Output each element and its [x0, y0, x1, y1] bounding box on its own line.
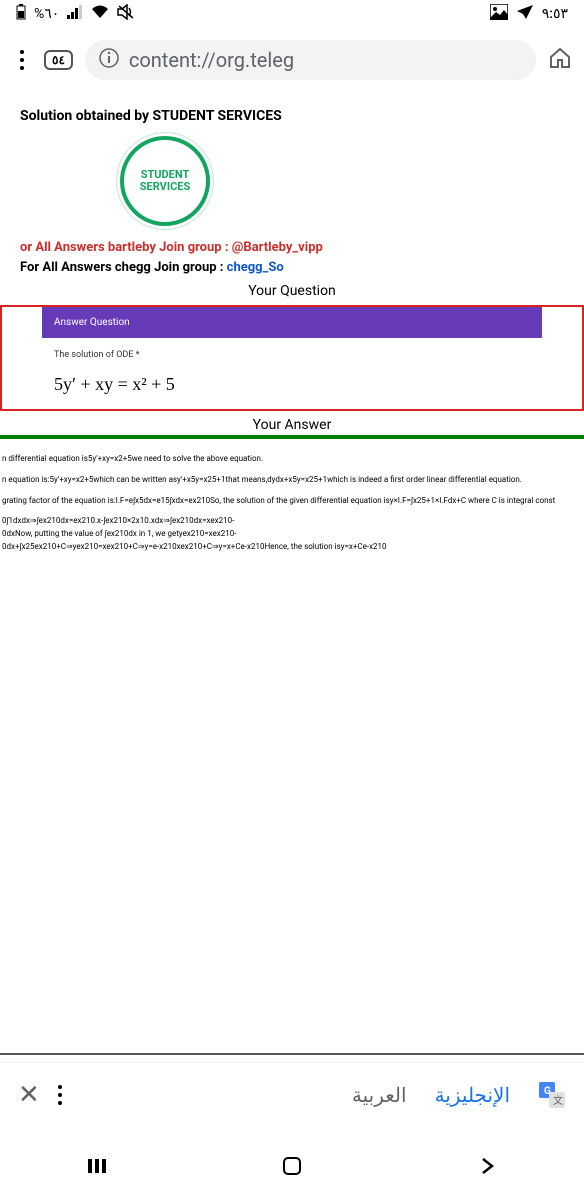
page-title: Solution obtained by STUDENT SERVICES	[20, 108, 564, 124]
translate-menu-button[interactable]	[58, 1085, 62, 1105]
mute-icon	[117, 4, 135, 24]
question-heading: Your Question	[20, 283, 564, 299]
question-box: Answer Question The solution of ODE * 5y…	[0, 305, 584, 411]
nav-bar	[0, 1136, 584, 1200]
image-icon	[490, 4, 508, 24]
nav-back[interactable]	[476, 1155, 498, 1181]
bottom-divider	[0, 1053, 584, 1055]
info-icon	[99, 48, 119, 73]
student-services-logo: STUDENT SERVICES	[120, 136, 210, 226]
battery-text: %٦٠	[34, 6, 59, 22]
chegg-link[interactable]: For All Answers chegg Join group : chegg…	[20, 258, 564, 278]
lang-english[interactable]: الإنجليزية	[435, 1083, 510, 1107]
answer-body: n differential equation is5y'+xy=x2+5we …	[0, 453, 584, 554]
menu-button[interactable]	[12, 42, 32, 78]
bartleby-link[interactable]: or All Answers bartleby Join group : @Ba…	[20, 238, 564, 258]
tab-count[interactable]: ٥٤	[44, 50, 73, 70]
google-translate-icon[interactable]: G 文	[538, 1081, 566, 1109]
green-divider	[0, 435, 584, 439]
clock-text: ٩:٥٣	[542, 6, 568, 22]
translate-bar: ✕ العربية الإنجليزية G 文	[0, 1062, 584, 1126]
signal-icon	[67, 5, 83, 23]
svg-text:G: G	[544, 1086, 551, 1097]
svg-text:文: 文	[553, 1094, 563, 1107]
answer-heading: Your Answer	[20, 417, 564, 433]
url-text: content://org.teleg	[129, 48, 294, 72]
status-right: ٩:٥٣	[490, 4, 568, 24]
close-translate-button[interactable]: ✕	[18, 1080, 40, 1110]
lang-arabic[interactable]: العربية	[352, 1083, 407, 1107]
status-left: %٦٠	[16, 4, 135, 24]
wifi-icon	[91, 5, 109, 23]
send-icon	[516, 4, 534, 24]
battery-icon	[16, 4, 26, 24]
answer-question-tab[interactable]: Answer Question	[42, 307, 542, 338]
home-button[interactable]	[548, 46, 572, 74]
nav-recent[interactable]	[86, 1155, 108, 1181]
equation: 5y′ + xy = x² + 5	[42, 366, 542, 409]
url-bar[interactable]: content://org.teleg	[85, 40, 536, 80]
nav-home[interactable]	[281, 1155, 303, 1181]
question-label: The solution of ODE *	[42, 338, 542, 366]
